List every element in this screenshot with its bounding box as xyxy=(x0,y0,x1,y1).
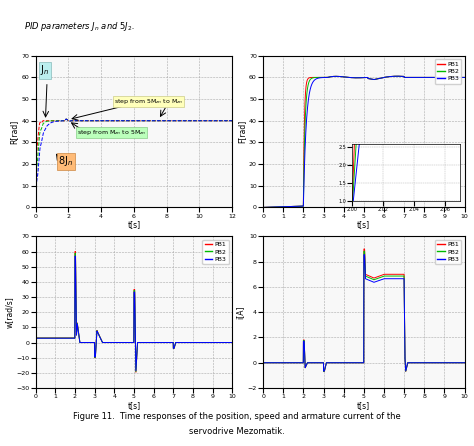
Text: 8J$_n$: 8J$_n$ xyxy=(58,154,73,168)
Y-axis label: i[A]: i[A] xyxy=(236,306,245,319)
Text: J$_n$: J$_n$ xyxy=(40,63,50,77)
Y-axis label: R[rad]: R[rad] xyxy=(9,120,18,144)
Legend: PB1, PB2, PB3: PB1, PB2, PB3 xyxy=(435,59,461,84)
Text: servodrive Mezomatik.: servodrive Mezomatik. xyxy=(189,427,285,436)
X-axis label: t[s]: t[s] xyxy=(357,220,370,229)
Legend: PB1, PB2, PB3: PB1, PB2, PB3 xyxy=(202,240,229,264)
Y-axis label: F[rad]: F[rad] xyxy=(237,120,246,143)
Text: step from 5M$_{zn}$ to M$_{zn}$: step from 5M$_{zn}$ to M$_{zn}$ xyxy=(114,97,183,107)
Legend: PB1, PB2, PB3: PB1, PB2, PB3 xyxy=(435,240,461,264)
Text: step from M$_{zn}$ to 5M$_{zn}$: step from M$_{zn}$ to 5M$_{zn}$ xyxy=(76,128,146,137)
X-axis label: t[s]: t[s] xyxy=(128,401,140,410)
X-axis label: t[s]: t[s] xyxy=(128,220,140,229)
Y-axis label: w[rad/s]: w[rad/s] xyxy=(4,296,13,328)
Text: Figure 11.  Time responses of the position, speed and armature current of the: Figure 11. Time responses of the positio… xyxy=(73,413,401,421)
Text: PID parameters $\mathit{J}_n$ and $5\mathit{J}_2$.: PID parameters $\mathit{J}_n$ and $5\mat… xyxy=(24,20,135,33)
X-axis label: t[s]: t[s] xyxy=(357,401,370,410)
